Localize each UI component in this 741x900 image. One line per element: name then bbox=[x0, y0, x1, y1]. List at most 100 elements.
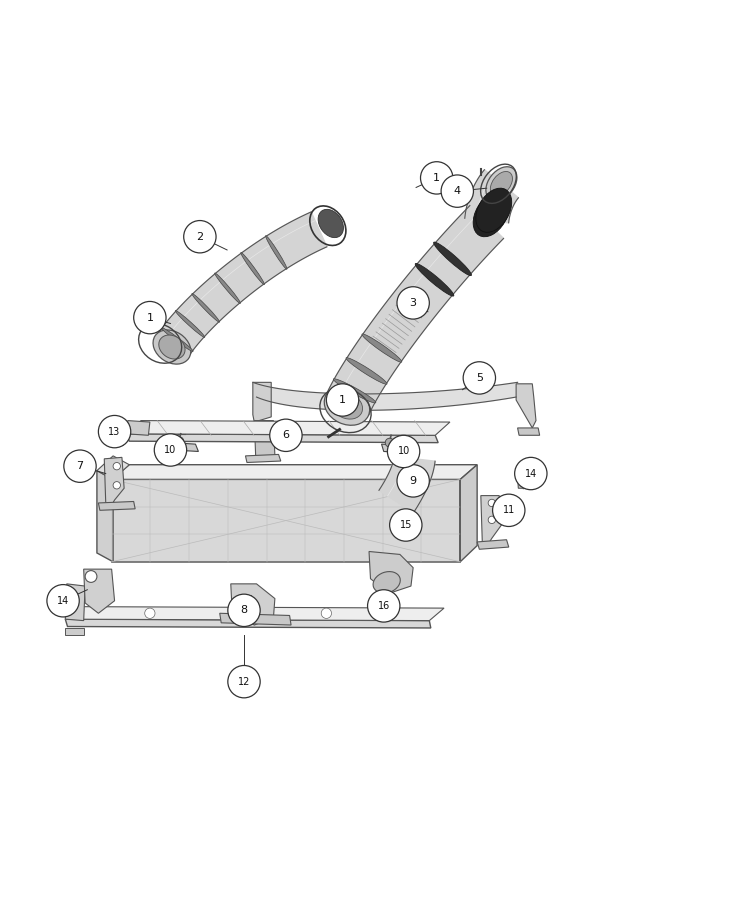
Polygon shape bbox=[254, 420, 275, 459]
Polygon shape bbox=[379, 456, 435, 513]
Circle shape bbox=[488, 500, 496, 507]
Circle shape bbox=[85, 571, 97, 582]
Circle shape bbox=[488, 517, 496, 524]
Ellipse shape bbox=[373, 572, 400, 593]
Circle shape bbox=[184, 220, 216, 253]
Polygon shape bbox=[460, 464, 477, 562]
Text: 3: 3 bbox=[410, 298, 416, 308]
Circle shape bbox=[47, 585, 79, 616]
Circle shape bbox=[113, 482, 121, 489]
Polygon shape bbox=[65, 628, 84, 635]
Polygon shape bbox=[391, 471, 420, 481]
Text: 1: 1 bbox=[147, 312, 153, 322]
Text: 14: 14 bbox=[525, 469, 537, 479]
Polygon shape bbox=[112, 464, 477, 480]
Text: 1: 1 bbox=[339, 395, 346, 405]
Ellipse shape bbox=[241, 253, 265, 284]
Circle shape bbox=[322, 608, 331, 618]
Polygon shape bbox=[481, 496, 502, 544]
Ellipse shape bbox=[433, 242, 471, 275]
Circle shape bbox=[116, 427, 127, 438]
Polygon shape bbox=[112, 480, 460, 562]
Text: 14: 14 bbox=[57, 596, 69, 606]
Ellipse shape bbox=[415, 264, 453, 296]
Polygon shape bbox=[220, 613, 291, 625]
Text: 6: 6 bbox=[282, 430, 290, 440]
Circle shape bbox=[397, 464, 429, 497]
Text: 15: 15 bbox=[399, 520, 412, 530]
Ellipse shape bbox=[346, 357, 387, 384]
Text: 16: 16 bbox=[378, 601, 390, 611]
Polygon shape bbox=[126, 420, 450, 436]
Ellipse shape bbox=[333, 379, 376, 403]
Text: 9: 9 bbox=[410, 476, 416, 486]
Circle shape bbox=[397, 287, 429, 320]
Text: 12: 12 bbox=[238, 677, 250, 687]
Polygon shape bbox=[518, 476, 529, 488]
Polygon shape bbox=[253, 382, 518, 410]
Ellipse shape bbox=[476, 188, 512, 232]
Circle shape bbox=[515, 457, 547, 490]
Polygon shape bbox=[516, 383, 536, 427]
Text: 2: 2 bbox=[196, 231, 204, 242]
Circle shape bbox=[441, 175, 473, 207]
Ellipse shape bbox=[331, 392, 362, 419]
Text: 10: 10 bbox=[397, 446, 410, 456]
Ellipse shape bbox=[491, 172, 513, 196]
Circle shape bbox=[326, 383, 359, 416]
Polygon shape bbox=[369, 552, 413, 593]
Text: 1: 1 bbox=[433, 173, 440, 183]
Circle shape bbox=[154, 434, 187, 466]
Ellipse shape bbox=[486, 166, 517, 201]
Circle shape bbox=[385, 438, 394, 447]
Circle shape bbox=[99, 416, 130, 448]
Polygon shape bbox=[230, 584, 275, 625]
Circle shape bbox=[388, 436, 419, 468]
Circle shape bbox=[368, 590, 400, 622]
Circle shape bbox=[64, 450, 96, 482]
Polygon shape bbox=[518, 428, 539, 436]
Text: 4: 4 bbox=[453, 186, 461, 196]
Circle shape bbox=[113, 463, 121, 470]
Circle shape bbox=[420, 162, 453, 194]
Polygon shape bbox=[382, 444, 410, 453]
Circle shape bbox=[390, 508, 422, 541]
Polygon shape bbox=[84, 569, 115, 613]
Polygon shape bbox=[253, 382, 271, 422]
Text: 13: 13 bbox=[108, 427, 121, 436]
Text: 7: 7 bbox=[76, 461, 84, 472]
Polygon shape bbox=[65, 584, 85, 621]
Polygon shape bbox=[245, 454, 281, 463]
Ellipse shape bbox=[153, 330, 191, 365]
Polygon shape bbox=[65, 607, 444, 621]
Ellipse shape bbox=[162, 328, 193, 351]
Ellipse shape bbox=[159, 335, 185, 359]
Polygon shape bbox=[104, 457, 124, 505]
Circle shape bbox=[133, 302, 166, 334]
Ellipse shape bbox=[176, 310, 205, 338]
Text: 5: 5 bbox=[476, 373, 483, 382]
Polygon shape bbox=[477, 540, 509, 549]
Polygon shape bbox=[99, 501, 135, 510]
Ellipse shape bbox=[265, 236, 287, 269]
Polygon shape bbox=[97, 456, 129, 480]
Text: 10: 10 bbox=[165, 445, 176, 455]
Circle shape bbox=[144, 608, 155, 618]
Polygon shape bbox=[126, 434, 438, 443]
Ellipse shape bbox=[362, 334, 402, 362]
Polygon shape bbox=[97, 471, 113, 562]
Polygon shape bbox=[170, 443, 199, 452]
Ellipse shape bbox=[473, 193, 509, 237]
Polygon shape bbox=[394, 480, 422, 488]
Circle shape bbox=[227, 665, 260, 698]
Text: 11: 11 bbox=[502, 505, 515, 516]
Ellipse shape bbox=[215, 273, 240, 303]
Ellipse shape bbox=[325, 386, 370, 426]
Polygon shape bbox=[325, 205, 504, 416]
Circle shape bbox=[233, 608, 243, 618]
Circle shape bbox=[493, 494, 525, 526]
Circle shape bbox=[175, 436, 184, 446]
Polygon shape bbox=[156, 212, 327, 357]
Text: 8: 8 bbox=[240, 606, 247, 616]
Circle shape bbox=[463, 362, 496, 394]
